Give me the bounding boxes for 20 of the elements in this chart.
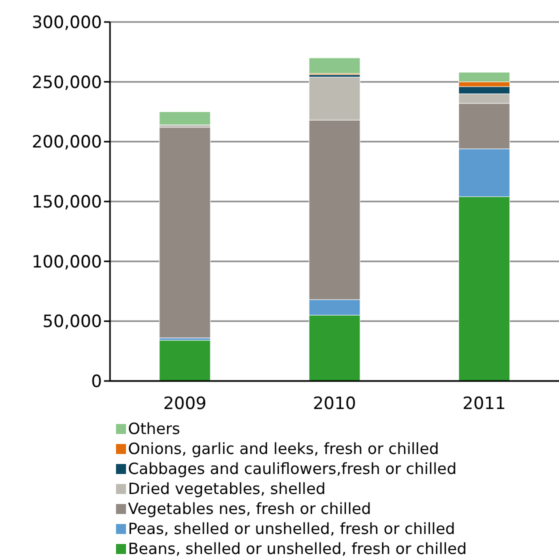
legend-label: Vegetables nes, fresh or chilled	[128, 499, 372, 519]
y-tick-label: 100,000	[32, 252, 102, 272]
bar	[159, 112, 211, 126]
x-tick-label: 2009	[163, 394, 206, 414]
legend-label: Others	[128, 419, 180, 439]
legend-label: Dried vegetables, shelled	[128, 479, 326, 499]
legend-label: Onions, garlic and leeks, fresh or chilled	[128, 439, 439, 459]
legend-label: Beans, shelled or unshelled, fresh or chilled	[128, 539, 467, 559]
y-tick-label: 250,000	[32, 72, 102, 93]
y-tick-label: 150,000	[32, 192, 102, 213]
legend-label: Cabbages and cauliflowers,fresh or chilled	[128, 459, 457, 479]
x-tick-label: 2011	[462, 394, 506, 414]
y-tick-label: 200,000	[32, 132, 102, 153]
legend-label: Peas, shelled or unshelled, fresh or chilled	[128, 519, 456, 539]
y-tick-label: 300,000	[32, 13, 102, 34]
y-tick-label: 0	[91, 372, 102, 392]
y-tick-label: 50,000	[42, 312, 102, 332]
bar	[159, 340, 211, 381]
x-tick-label: 2010	[312, 394, 356, 414]
bar	[308, 58, 360, 74]
